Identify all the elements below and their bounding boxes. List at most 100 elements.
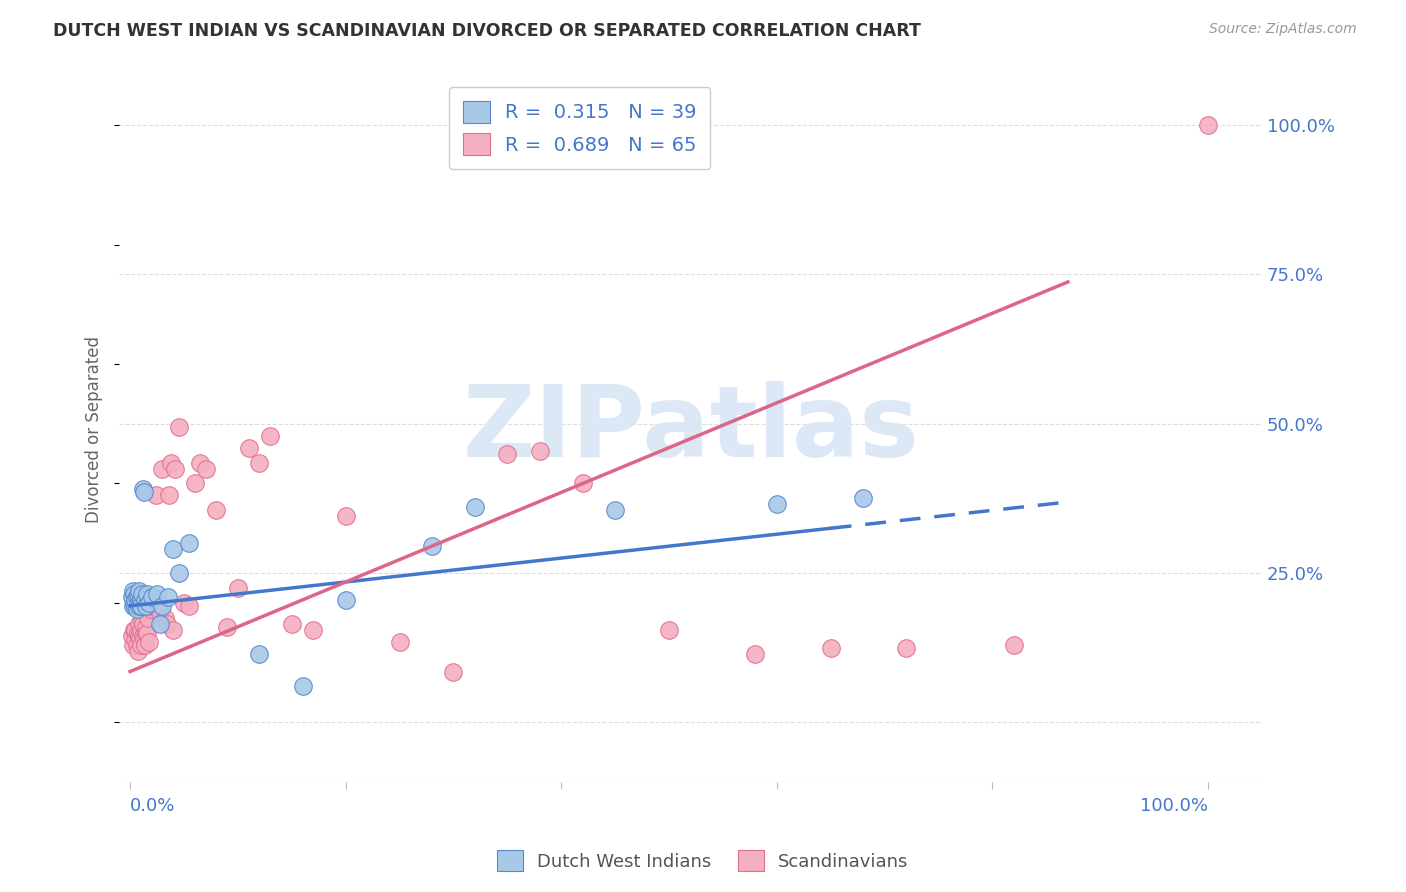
Point (128, 632, 150, 646)
Point (135, 599, 157, 613)
Point (766, 497, 789, 511)
Point (121, 629, 143, 643)
Point (173, 596, 195, 610)
Point (127, 625, 149, 640)
Point (127, 643, 149, 657)
Text: 0.0%: 0.0% (129, 797, 176, 815)
Point (138, 596, 160, 610)
Point (658, 623, 681, 637)
Point (896, 640, 918, 655)
Point (132, 483, 155, 497)
Point (280, 616, 302, 631)
Text: ZIPatlas: ZIPatlas (463, 381, 920, 478)
Point (194, 461, 217, 475)
Point (136, 587, 159, 601)
Point (125, 638, 148, 652)
Point (496, 447, 519, 461)
Point (529, 443, 551, 458)
Point (291, 680, 314, 694)
Text: DUTCH WEST INDIAN VS SCANDINAVIAN DIVORCED OR SEPARATED CORRELATION CHART: DUTCH WEST INDIAN VS SCANDINAVIAN DIVORC… (53, 22, 921, 40)
Point (150, 599, 173, 613)
Point (388, 634, 411, 648)
Point (125, 590, 148, 604)
Point (141, 599, 163, 613)
Point (247, 647, 270, 661)
Text: 100.0%: 100.0% (1140, 797, 1208, 815)
Point (149, 605, 172, 619)
Point (335, 509, 357, 524)
Point (179, 599, 201, 613)
Point (124, 599, 146, 613)
Point (129, 593, 152, 607)
Point (150, 461, 173, 475)
Point (129, 638, 152, 652)
Point (464, 500, 486, 515)
Point (153, 611, 176, 625)
Point (183, 476, 205, 491)
Point (1002, 638, 1025, 652)
Point (125, 602, 148, 616)
Point (443, 665, 465, 679)
Y-axis label: Divorced or Separated: Divorced or Separated (86, 336, 103, 524)
Point (128, 616, 150, 631)
Point (124, 593, 146, 607)
Point (226, 581, 249, 595)
Point (124, 632, 146, 646)
Point (122, 583, 145, 598)
Point (128, 599, 150, 613)
Point (136, 625, 159, 640)
Point (259, 428, 281, 442)
Point (124, 623, 146, 637)
Point (129, 623, 152, 637)
Point (139, 602, 162, 616)
Text: Source: ZipAtlas.com: Source: ZipAtlas.com (1209, 22, 1357, 37)
Point (146, 599, 169, 613)
Point (129, 599, 152, 613)
Point (605, 503, 627, 517)
Point (121, 590, 143, 604)
Point (128, 583, 150, 598)
Point (146, 587, 169, 601)
Point (162, 623, 184, 637)
Point (132, 485, 155, 500)
Point (127, 596, 149, 610)
Point (302, 623, 325, 637)
Point (215, 620, 238, 634)
Point (124, 596, 146, 610)
Point (145, 488, 167, 502)
Point (132, 632, 155, 646)
Point (167, 566, 190, 580)
Point (162, 542, 184, 557)
Point (420, 539, 443, 553)
Point (128, 596, 150, 610)
Point (132, 629, 155, 643)
Point (1197, 118, 1219, 132)
Point (124, 587, 146, 601)
Point (143, 596, 166, 610)
Point (160, 456, 183, 470)
Point (135, 625, 157, 640)
Point (122, 638, 145, 652)
Point (124, 623, 146, 637)
Point (149, 616, 172, 631)
Point (156, 590, 179, 604)
Point (247, 456, 270, 470)
Point (128, 629, 150, 643)
Point (205, 503, 228, 517)
Point (146, 596, 169, 610)
Point (138, 611, 160, 625)
Point (122, 599, 145, 613)
Point (134, 593, 156, 607)
Legend: R =  0.315   N = 39, R =  0.689   N = 65: R = 0.315 N = 39, R = 0.689 N = 65 (449, 87, 710, 169)
Point (820, 640, 842, 655)
Point (135, 620, 157, 634)
Point (141, 590, 163, 604)
Point (167, 419, 190, 434)
Point (142, 590, 165, 604)
Point (134, 638, 156, 652)
Legend: Dutch West Indians, Scandinavians: Dutch West Indians, Scandinavians (491, 843, 915, 879)
Point (744, 647, 766, 661)
Point (188, 456, 211, 470)
Point (157, 488, 180, 502)
Point (852, 491, 875, 506)
